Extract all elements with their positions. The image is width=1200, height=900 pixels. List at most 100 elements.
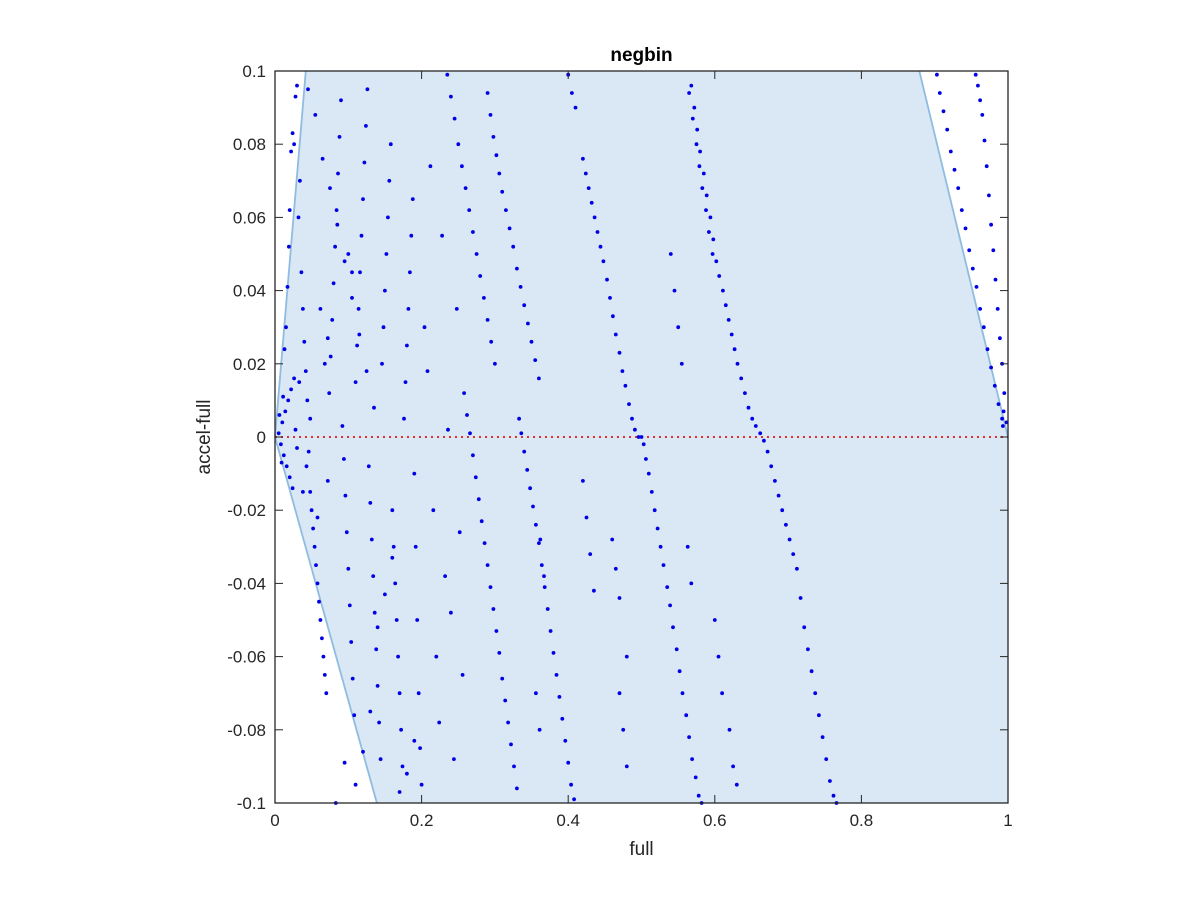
data-point <box>289 387 293 392</box>
data-point <box>361 197 365 202</box>
data-point <box>309 508 314 513</box>
data-point <box>707 230 711 234</box>
data-point <box>454 307 459 311</box>
data-point <box>677 669 682 674</box>
data-point <box>368 709 373 714</box>
data-point <box>402 416 406 421</box>
data-point <box>676 325 681 330</box>
data-point <box>583 171 588 176</box>
data-point <box>419 782 424 787</box>
data-point <box>295 446 299 450</box>
data-point <box>948 149 953 154</box>
data-point <box>697 164 702 169</box>
data-point <box>518 285 523 289</box>
data-point <box>560 716 565 721</box>
data-point <box>346 566 351 571</box>
data-point <box>397 691 402 696</box>
data-point <box>646 471 651 476</box>
region-boundary-upper-left <box>274 70 307 438</box>
data-point <box>308 416 313 421</box>
data-point <box>511 244 516 249</box>
data-point <box>714 259 719 264</box>
data-point <box>321 654 326 659</box>
y-tick-label: -0.08 <box>227 721 266 740</box>
data-point <box>410 197 415 202</box>
data-point <box>500 189 505 194</box>
data-point <box>723 303 728 308</box>
data-point <box>478 274 483 278</box>
data-point <box>526 321 530 326</box>
data-point <box>509 742 513 747</box>
data-point <box>784 522 788 527</box>
data-point <box>545 607 550 611</box>
x-axis-label: full <box>629 839 653 860</box>
data-point <box>668 603 672 608</box>
data-point <box>297 380 302 384</box>
x-tick-label: 0 <box>270 811 279 830</box>
data-point <box>328 354 333 359</box>
data-point <box>554 673 559 677</box>
data-point <box>710 252 715 256</box>
data-point <box>408 270 412 275</box>
data-point <box>366 464 371 469</box>
data-point <box>973 72 978 77</box>
data-point <box>732 347 737 352</box>
data-point <box>440 233 444 238</box>
data-point <box>762 438 766 443</box>
data-point <box>773 479 777 483</box>
data-point <box>314 563 318 567</box>
x-tick-label: 0.6 <box>703 811 727 830</box>
data-point <box>287 475 292 480</box>
data-point <box>528 486 532 491</box>
data-point <box>831 793 836 798</box>
data-point <box>993 277 998 282</box>
data-point <box>717 274 722 278</box>
data-point <box>388 142 393 147</box>
data-point <box>471 453 475 458</box>
data-point <box>342 760 347 765</box>
data-point <box>405 771 409 776</box>
data-point <box>976 83 980 88</box>
data-point <box>992 383 997 388</box>
data-point <box>325 336 330 341</box>
data-point <box>350 296 354 300</box>
data-point <box>996 402 1001 406</box>
data-point <box>353 380 358 384</box>
data-point <box>305 398 310 403</box>
data-point <box>611 314 615 319</box>
data-point <box>731 764 735 769</box>
data-point <box>649 490 654 494</box>
data-point <box>952 167 957 172</box>
data-point <box>494 629 499 633</box>
data-point <box>497 651 502 655</box>
data-point <box>689 581 694 586</box>
data-point <box>494 153 499 158</box>
data-point <box>364 124 368 128</box>
data-point <box>315 515 320 520</box>
data-point <box>399 727 403 732</box>
data-point <box>383 592 387 597</box>
data-point <box>1000 416 1004 421</box>
data-point <box>515 266 519 271</box>
data-point <box>1001 409 1006 414</box>
data-point <box>320 156 325 161</box>
data-point <box>390 555 395 560</box>
data-point <box>449 610 453 615</box>
data-point <box>522 303 527 308</box>
data-point <box>569 782 573 787</box>
data-point <box>828 779 832 783</box>
data-point <box>391 544 396 549</box>
data-point <box>318 307 323 311</box>
y-tick-label: -0.1 <box>237 794 266 813</box>
data-point <box>517 416 521 421</box>
data-point <box>295 83 299 88</box>
data-point <box>980 113 985 117</box>
data-point <box>684 713 689 718</box>
data-point <box>704 208 708 213</box>
data-point <box>581 479 585 483</box>
data-point <box>377 720 381 725</box>
y-tick-label: -0.02 <box>227 501 266 520</box>
data-point <box>375 625 380 630</box>
data-point <box>512 764 516 769</box>
